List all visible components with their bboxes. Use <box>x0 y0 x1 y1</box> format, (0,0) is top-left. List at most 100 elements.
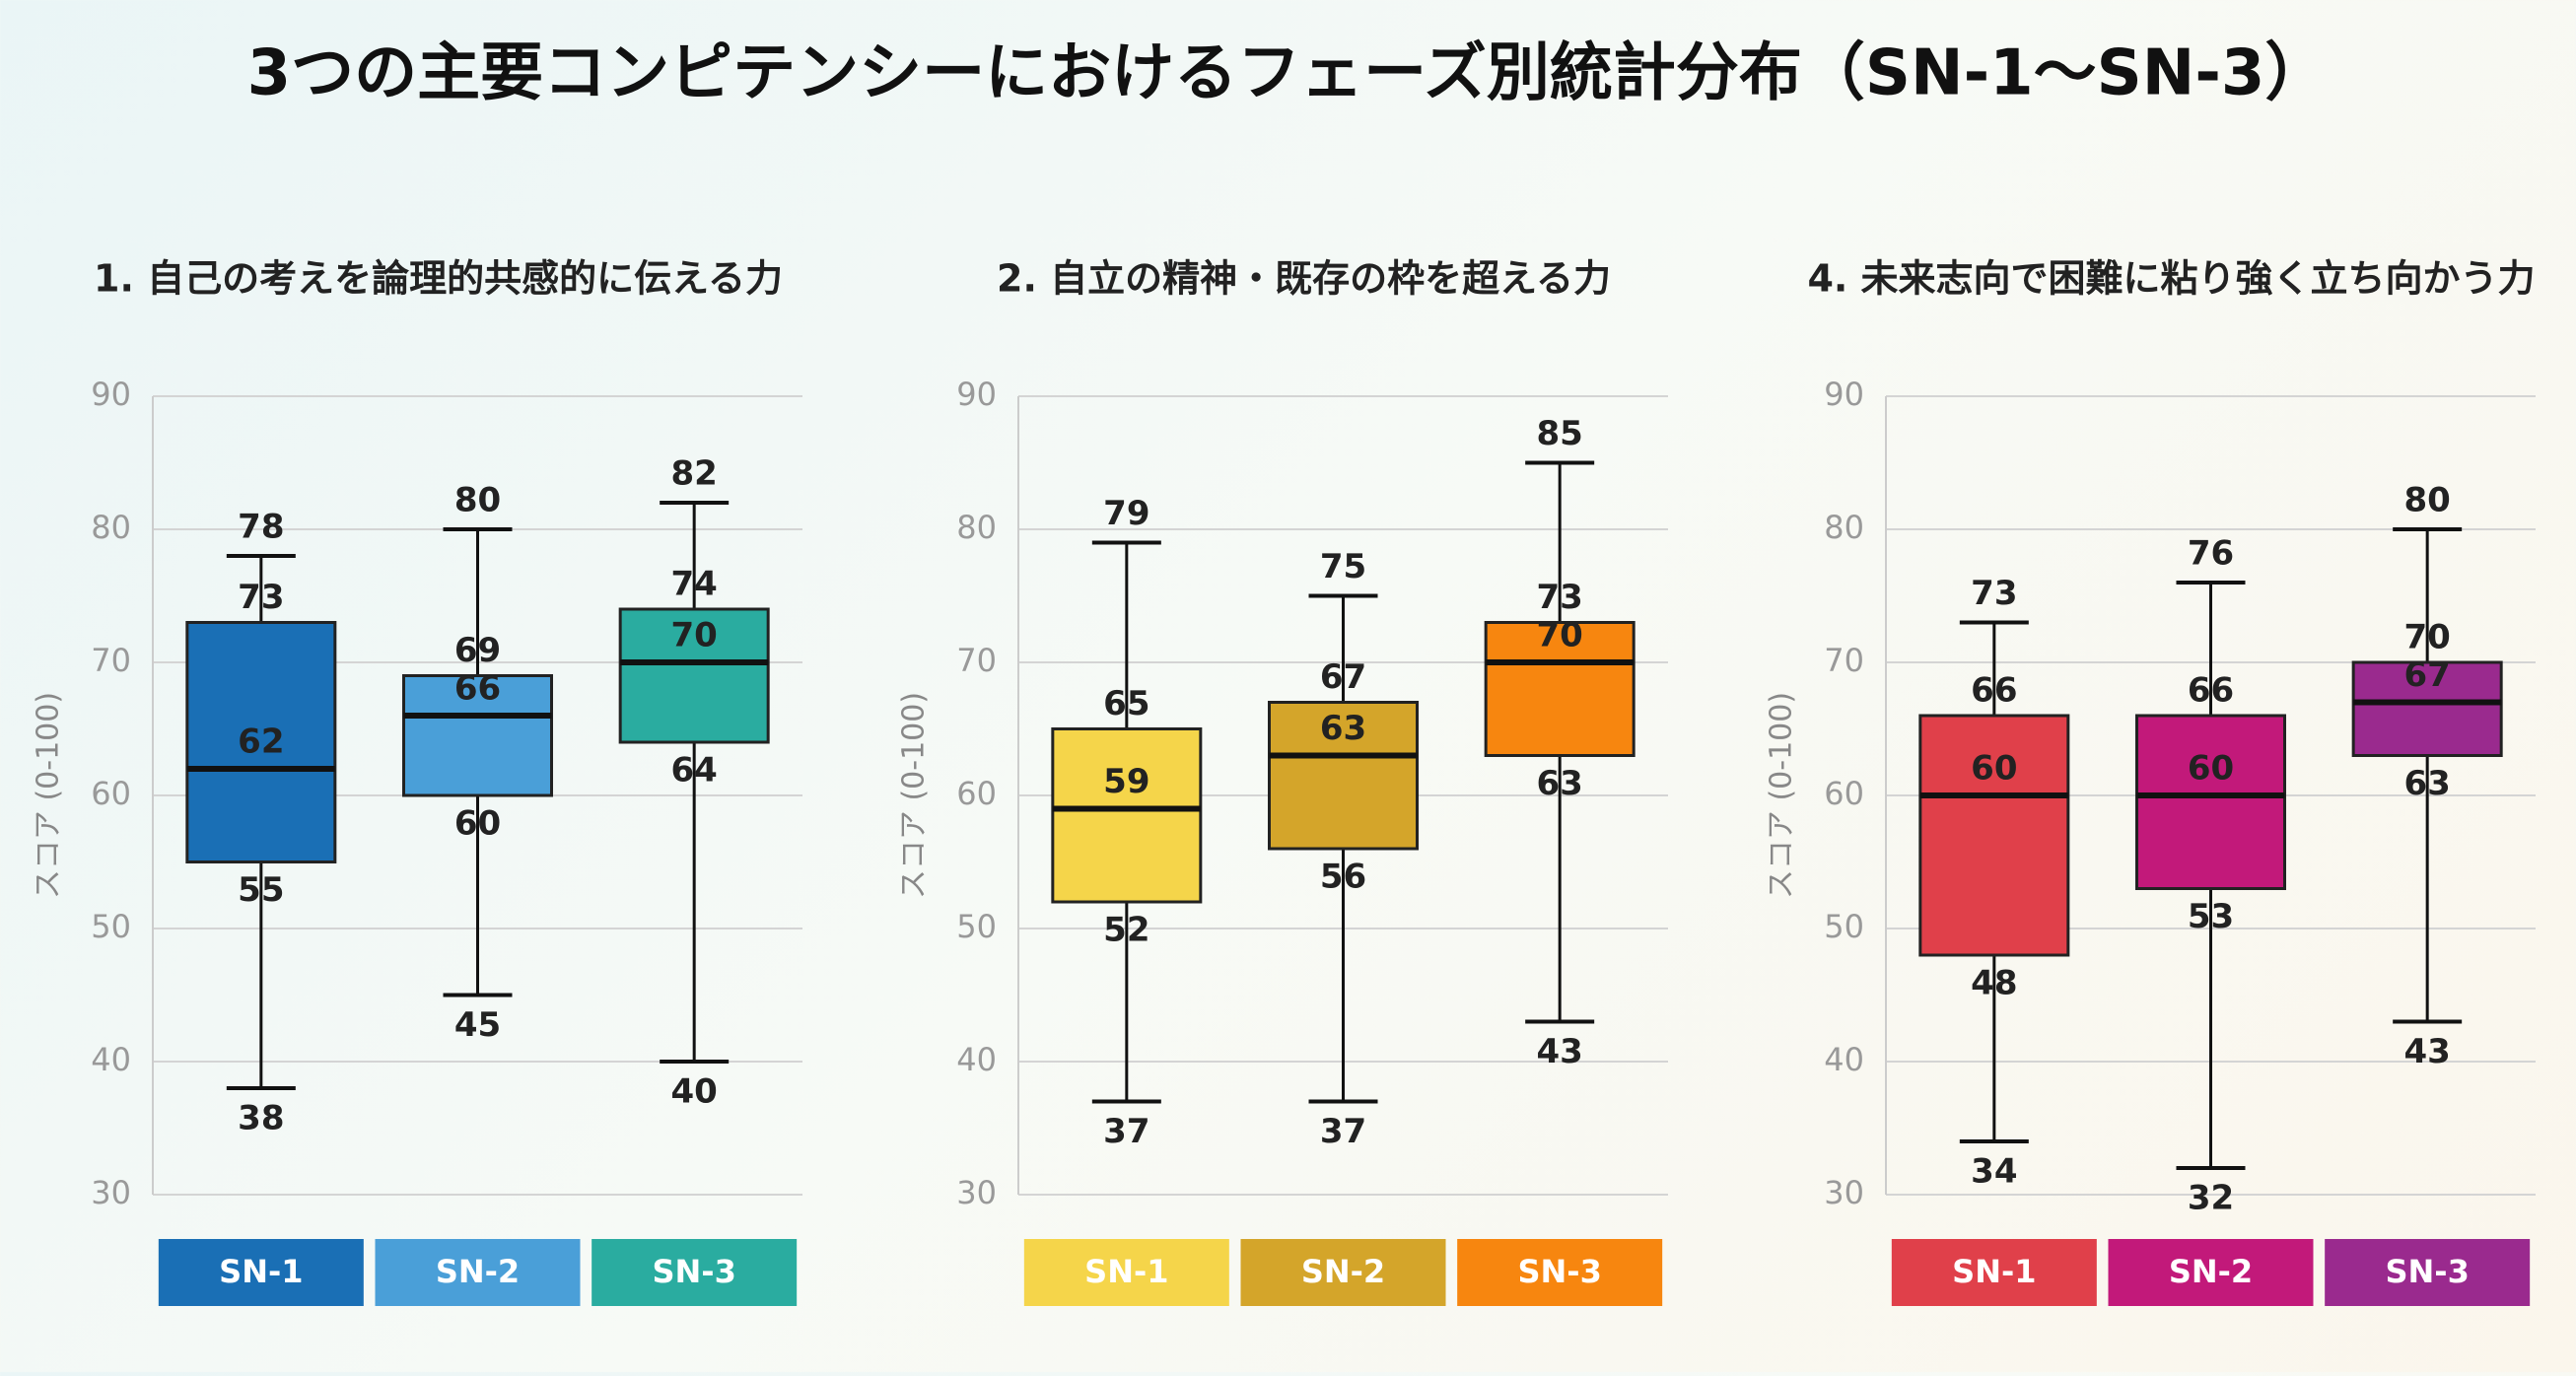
y-tick-label: 60 <box>91 775 131 812</box>
value-label: 73 <box>1971 574 2017 613</box>
box <box>1484 621 1636 757</box>
legend-swatch <box>1023 1239 1229 1306</box>
value-label: 74 <box>671 565 718 604</box>
legend-swatch <box>1240 1239 1446 1306</box>
page-title: 3つの主要コンピテンシーにおけるフェーズ別統計分布（SN-1〜SN-3） <box>247 37 2329 110</box>
legend-swatch <box>1457 1239 1663 1306</box>
legend-label: SN-3 <box>1517 1253 1601 1290</box>
y-tick-label: 80 <box>91 509 131 546</box>
y-tick-label: 80 <box>1824 509 1864 546</box>
legend-swatch <box>592 1239 798 1306</box>
value-label: 70 <box>1537 616 1583 655</box>
value-label: 63 <box>2404 764 2451 803</box>
chart-title: 4. 未来志向で困難に粘り強く立ち向かう力 <box>1807 257 2535 301</box>
value-label: 43 <box>2404 1032 2451 1071</box>
legend-label: SN-3 <box>652 1253 735 1290</box>
value-label: 82 <box>671 454 718 494</box>
y-tick-label: 50 <box>956 908 997 945</box>
value-label: 62 <box>238 722 284 762</box>
value-label: 70 <box>2404 618 2451 657</box>
legend-swatch <box>375 1239 581 1306</box>
value-label: 32 <box>2188 1179 2234 1218</box>
legend-swatch <box>1891 1239 2097 1306</box>
box <box>2351 660 2503 757</box>
value-label: 79 <box>1103 494 1149 533</box>
chart-title: 2. 自立の精神・既存の枠を超える力 <box>997 257 1611 301</box>
value-label: 38 <box>238 1099 284 1138</box>
y-tick-label: 40 <box>956 1041 997 1078</box>
legend-label: SN-1 <box>1084 1253 1168 1290</box>
box <box>1268 701 1419 851</box>
value-label: 80 <box>2404 481 2451 520</box>
y-tick-label: 60 <box>1824 775 1864 812</box>
y-tick-label: 70 <box>956 642 997 679</box>
value-label: 48 <box>1971 964 2017 1003</box>
value-label: 65 <box>1103 684 1149 723</box>
y-tick-label: 90 <box>91 376 131 413</box>
value-label: 59 <box>1103 762 1149 801</box>
value-label: 43 <box>1537 1032 1583 1071</box>
value-label: 63 <box>1320 709 1366 748</box>
value-label: 76 <box>2188 534 2234 574</box>
value-label: 56 <box>1320 858 1366 897</box>
value-label: 34 <box>1971 1152 2017 1192</box>
value-label: 73 <box>238 578 284 617</box>
value-label: 60 <box>454 804 501 844</box>
box <box>618 607 770 744</box>
legend-label: SN-3 <box>2385 1253 2469 1290</box>
value-label: 60 <box>2188 749 2234 789</box>
legend-label: SN-2 <box>436 1253 520 1290</box>
value-label: 67 <box>2404 655 2451 695</box>
y-tick-label: 60 <box>956 775 997 812</box>
y-axis-label: スコア (0-100) <box>1765 692 1799 899</box>
legend-swatch <box>2108 1239 2314 1306</box>
value-label: 69 <box>454 631 501 670</box>
y-axis-label: スコア (0-100) <box>32 692 66 899</box>
value-label: 78 <box>238 508 284 547</box>
value-label: 73 <box>1537 578 1583 617</box>
y-tick-label: 30 <box>91 1174 131 1211</box>
legend-label: SN-2 <box>1301 1253 1385 1290</box>
legend-swatch <box>158 1239 364 1306</box>
y-tick-label: 50 <box>91 908 131 945</box>
y-tick-label: 90 <box>956 376 997 413</box>
box <box>2135 714 2286 890</box>
value-label: 75 <box>1320 547 1366 586</box>
value-label: 67 <box>1320 657 1366 697</box>
y-tick-label: 70 <box>91 642 131 679</box>
value-label: 37 <box>1320 1112 1366 1151</box>
value-label: 70 <box>671 616 718 655</box>
value-label: 66 <box>2188 671 2234 711</box>
y-tick-label: 30 <box>1824 1174 1864 1211</box>
value-label: 85 <box>1537 414 1583 453</box>
box <box>185 621 337 863</box>
chart-title: 1. 自己の考えを論理的共感的に伝える力 <box>94 257 783 301</box>
value-label: 80 <box>454 481 501 520</box>
value-label: 40 <box>671 1072 718 1112</box>
box <box>1918 714 2070 957</box>
legend-label: SN-2 <box>2169 1253 2253 1290</box>
y-tick-label: 70 <box>1824 642 1864 679</box>
value-label: 66 <box>1971 671 2017 711</box>
y-axis-label: スコア (0-100) <box>897 692 932 899</box>
value-label: 52 <box>1103 911 1149 950</box>
value-label: 55 <box>238 870 284 910</box>
value-label: 66 <box>454 669 501 709</box>
legend-label: SN-1 <box>1952 1253 2036 1290</box>
value-label: 37 <box>1103 1112 1149 1151</box>
value-label: 45 <box>454 1005 501 1045</box>
box <box>402 674 553 797</box>
y-tick-label: 80 <box>956 509 997 546</box>
value-label: 64 <box>671 751 718 791</box>
legend-swatch <box>2325 1239 2531 1306</box>
y-tick-label: 90 <box>1824 376 1864 413</box>
value-label: 53 <box>2188 897 2234 936</box>
y-tick-label: 30 <box>956 1174 997 1211</box>
y-tick-label: 50 <box>1824 908 1864 945</box>
legend-label: SN-1 <box>219 1253 303 1290</box>
box <box>1051 727 1203 904</box>
y-tick-label: 40 <box>1824 1041 1864 1078</box>
value-label: 63 <box>1537 764 1583 803</box>
y-tick-label: 40 <box>91 1041 131 1078</box>
